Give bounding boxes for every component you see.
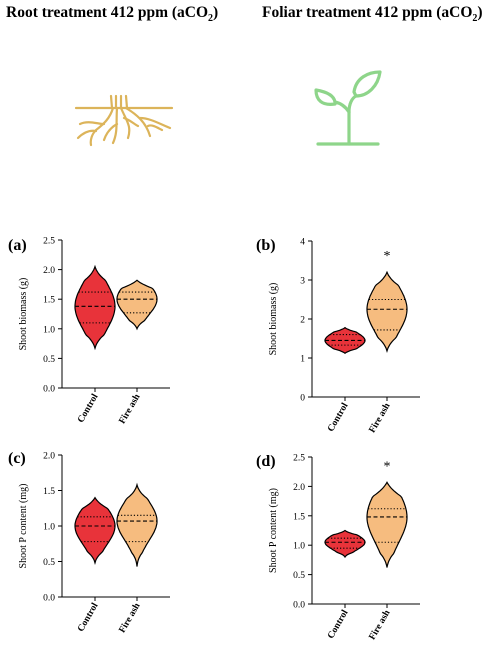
- x-tick-label: Control: [76, 392, 101, 425]
- x-tick-label: Fire ash: [118, 601, 143, 635]
- y-tick-label: 0.5: [43, 558, 55, 568]
- y-axis-label: Shoot P content (mg): [268, 488, 279, 573]
- y-tick-label: 1.0: [43, 523, 55, 533]
- violin-fire-ash: [366, 270, 408, 354]
- panel-label: (c): [8, 450, 26, 467]
- x-tick-label: Control: [76, 601, 101, 634]
- y-tick-label: 1.5: [293, 512, 305, 522]
- y-tick-label: 2.5: [293, 454, 305, 464]
- violin-fire-ash: [116, 279, 158, 331]
- chart-panel-2: (c) 0.0 0.5 1.0 1.5 2.0 Shoot P content (mg) Co…: [8, 450, 170, 635]
- x-tick-label: Control: [326, 608, 351, 641]
- foliar-treatment-heading: Foliar treatment 412 ppm (aCO2): [262, 4, 483, 25]
- panel-label: (b): [256, 237, 276, 254]
- y-tick-label: 2.5: [43, 237, 55, 247]
- x-tick-label: Fire ash: [368, 608, 393, 642]
- y-tick-label: 1.5: [43, 296, 55, 306]
- y-tick-label: 0.5: [43, 355, 55, 365]
- chart-panel-1: (b) 0 1 2 3 4 Shoot biomass (g) Control Fire ash…: [256, 237, 420, 435]
- y-tick-label: 2.0: [293, 483, 305, 493]
- y-tick-label: 3: [300, 277, 305, 287]
- panel-label: (a): [8, 237, 27, 254]
- chart-panel-0: (a) 0.0 0.5 1.0 1.5 2.0 2.5 Shoot biomass (g) Co…: [8, 237, 170, 426]
- violin-fire-ash: [366, 481, 408, 568]
- y-tick-label: 0.0: [293, 601, 305, 611]
- significance-mark: *: [384, 459, 391, 474]
- violin-control: [324, 529, 366, 559]
- root-treatment-heading: Root treatment 412 ppm (aCO2): [6, 4, 219, 25]
- x-tick-label: Fire ash: [118, 392, 143, 426]
- panel-label: (d): [256, 453, 276, 470]
- x-tick-label: Control: [326, 401, 351, 434]
- y-tick-label: 0.0: [43, 385, 55, 395]
- y-tick-label: 0.5: [293, 571, 305, 581]
- significance-mark: *: [384, 249, 391, 264]
- y-tick-label: 1.0: [43, 325, 55, 335]
- y-tick-label: 1: [300, 355, 305, 365]
- y-tick-label: 4: [300, 238, 305, 248]
- y-tick-label: 2.0: [43, 452, 55, 462]
- y-tick-label: 2: [300, 316, 305, 326]
- y-tick-label: 0.0: [43, 594, 55, 604]
- violin-control: [74, 264, 116, 351]
- violin-fire-ash: [116, 482, 158, 567]
- y-axis-label: Shoot biomass (g): [18, 278, 29, 351]
- x-tick-label: Fire ash: [368, 401, 393, 435]
- violin-control: [74, 496, 116, 565]
- y-axis-label: Shoot biomass (g): [268, 283, 279, 356]
- y-tick-label: 1.0: [293, 542, 305, 552]
- y-axis-label: Shoot P content (mg): [18, 484, 29, 569]
- y-tick-label: 1.5: [43, 487, 55, 497]
- y-tick-label: 2.0: [43, 266, 55, 276]
- chart-panel-3: (d) 0.0 0.5 1.0 1.5 2.0 2.5 Shoot P content (mg…: [256, 453, 420, 642]
- y-tick-label: 0: [300, 394, 305, 404]
